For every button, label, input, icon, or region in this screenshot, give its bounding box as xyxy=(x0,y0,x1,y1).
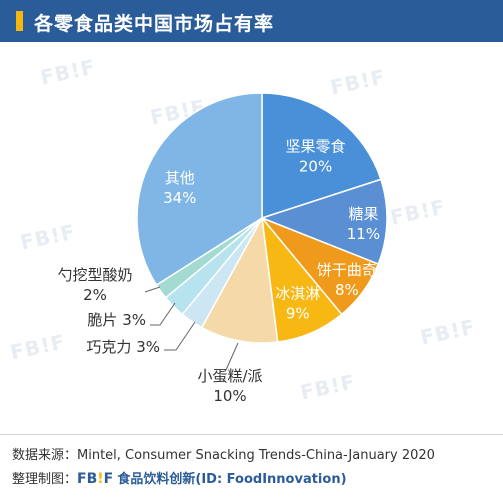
fbif-logo: FB!F xyxy=(77,471,113,487)
pie-slice-1 xyxy=(261,92,382,220)
slice-label-value: 34% xyxy=(163,189,196,207)
slice-label-value: 8% xyxy=(335,281,359,299)
credit-id: (ID: FoodInnovation) xyxy=(195,472,347,487)
slice-label-name: 小蛋糕/派 xyxy=(197,367,262,385)
pie-slice-2 xyxy=(259,178,388,265)
slice-label: 脆片 3% xyxy=(87,311,146,329)
slice-label-name: 糖果 xyxy=(348,205,378,223)
slice-label-name: 饼干曲奇 xyxy=(317,261,377,279)
slice-label-value: 10% xyxy=(213,387,246,405)
slice-label-value: 9% xyxy=(286,305,310,323)
header-accent-mark xyxy=(16,11,23,31)
pie-slice-9 xyxy=(136,92,263,287)
footer-divider xyxy=(0,434,503,435)
logo-mark: ! xyxy=(97,471,104,487)
logo-fb: FB xyxy=(77,471,98,487)
pie-chart: 坚果零食 20% 糖果 11% 饼干曲奇 8% 冰淇淋 9% 小蛋糕/派 10% 巧克力 3% 脆片 … xyxy=(57,92,388,405)
header-bar: 各零食品类中国市场占有率 xyxy=(0,0,503,42)
slice-label-name: 冰淇淋 xyxy=(275,285,320,303)
pie-labels: 坚果零食 20% 糖果 11% 饼干曲奇 8% 冰淇淋 9% 小蛋糕/派 10% 巧克力 3% 脆片 … xyxy=(57,137,380,405)
slice-label-name: 坚果零食 xyxy=(286,137,346,155)
leader-line xyxy=(144,286,161,293)
slice-label: 巧克力 3% xyxy=(86,338,160,356)
logo-f: F xyxy=(103,471,114,487)
slice-label-name: 勺挖型酸奶 xyxy=(57,266,132,284)
pie-slice-5 xyxy=(200,215,279,344)
leader-line xyxy=(225,342,239,371)
leader-line xyxy=(164,321,196,351)
footer-source: 数据来源：Mintel, Consumer Snacking Trends-Ch… xyxy=(12,444,435,463)
slice-label-name: 其他 xyxy=(165,169,195,187)
leader-line xyxy=(150,302,176,326)
source-text: Mintel, Consumer Snacking Trends-China-J… xyxy=(77,448,435,463)
pie-slices xyxy=(136,92,388,344)
credit-label: 整理制图： xyxy=(12,472,78,487)
source-label: 数据来源： xyxy=(12,448,78,463)
page-title: 各零食品类中国市场占有率 xyxy=(34,13,275,35)
slice-label-value: 11% xyxy=(347,225,380,243)
footer-credit: 整理制图：FB!F 食品饮料创新(ID: FoodInnovation) xyxy=(12,468,347,487)
credit-name: 食品饮料创新 xyxy=(117,472,196,487)
slice-label-value: 20% xyxy=(299,157,332,175)
slice-label-value: 2% xyxy=(83,286,107,304)
